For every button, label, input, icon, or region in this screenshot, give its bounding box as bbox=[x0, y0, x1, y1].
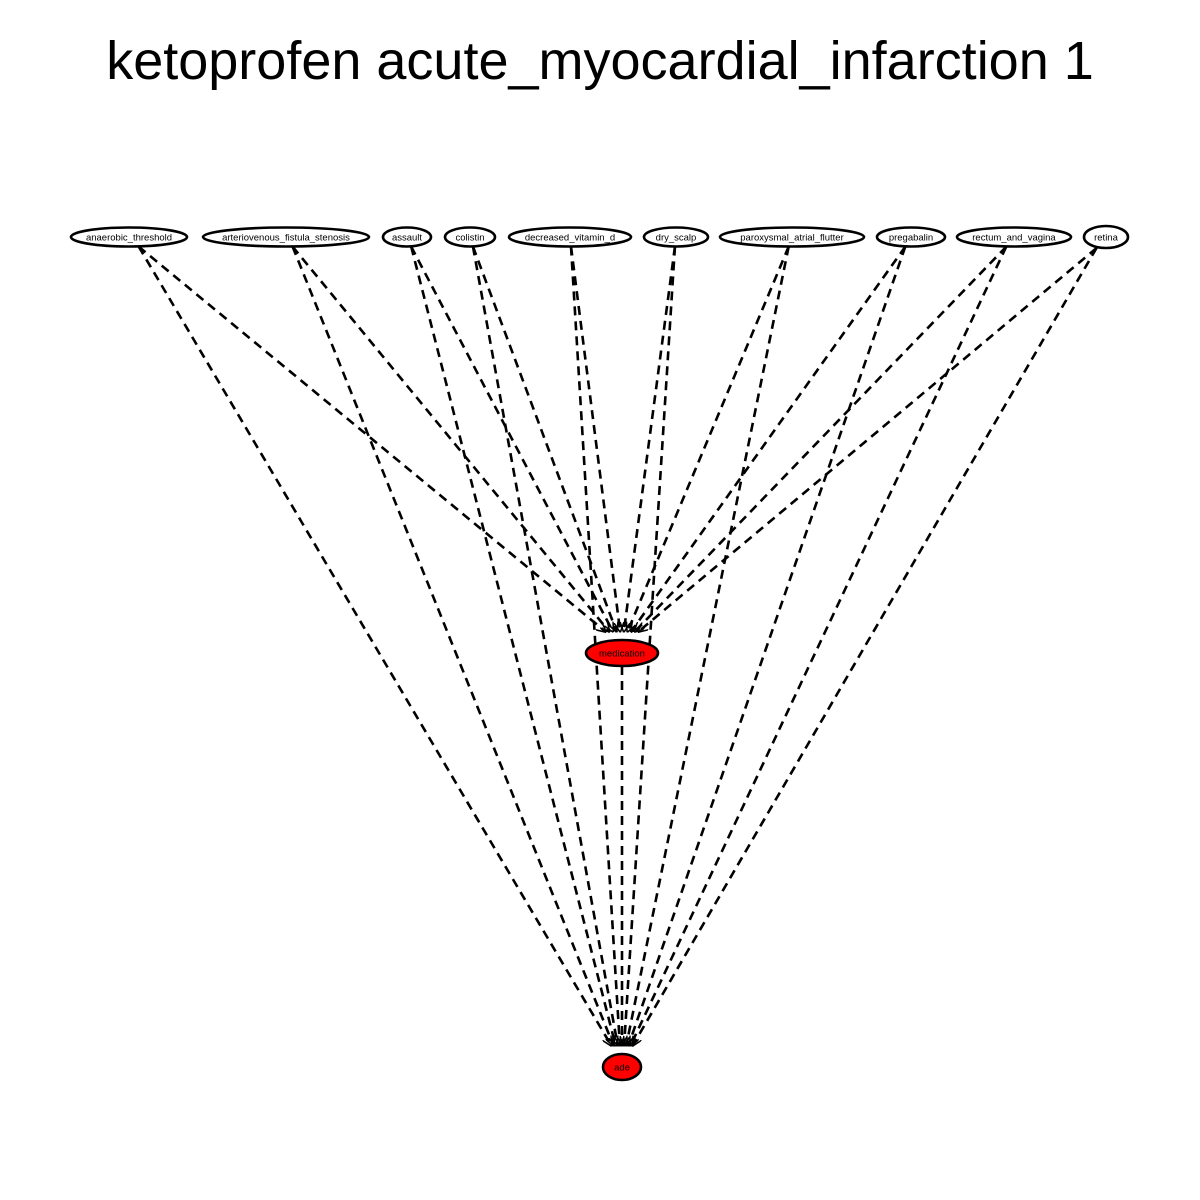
node-ellipse-anaerobic_threshold bbox=[69, 226, 189, 248]
edge-anaerobic_threshold-to-medication bbox=[137, 245, 606, 633]
edge-rectum_and_vagina-to-ade bbox=[630, 245, 1008, 1047]
node-assault: assault bbox=[381, 226, 433, 248]
edge-rectum_and_vagina-to-medication bbox=[634, 245, 1008, 633]
node-rectum_and_vagina: rectum_and_vagina bbox=[955, 226, 1073, 248]
node-ellipse-paroxysmal_atrial_flutter bbox=[718, 226, 866, 248]
node-ellipse-colistin bbox=[443, 226, 497, 248]
edge-arteriovenous_fistula_stenosis-to-ade bbox=[291, 246, 614, 1047]
node-label-assault: assault bbox=[392, 233, 422, 244]
edge-dry_scalp-to-medication bbox=[624, 246, 677, 633]
node-ellipse-rectum_and_vagina bbox=[955, 226, 1073, 248]
edge-arteriovenous_fistula_stenosis-to-medication bbox=[291, 245, 609, 633]
node-paroxysmal_atrial_flutter: paroxysmal_atrial_flutter bbox=[718, 226, 866, 248]
edge-decreased_vitamin_d-to-ade bbox=[569, 246, 620, 1047]
node-label-medication: medication bbox=[599, 649, 645, 660]
node-ellipse-arteriovenous_fistula_stenosis bbox=[201, 226, 371, 248]
edge-assault-to-ade bbox=[409, 246, 616, 1047]
edge-retina-to-ade bbox=[632, 247, 1098, 1046]
node-decreased_vitamin_d: decreased_vitamin_d bbox=[507, 226, 633, 248]
edge-pregabalin-to-ade bbox=[628, 246, 907, 1047]
node-ellipse-assault bbox=[381, 226, 433, 248]
nodes-layer: anaerobic_threshold arteriovenous_fistula… bbox=[69, 224, 1130, 1082]
edge-paroxysmal_atrial_flutter-to-medication bbox=[627, 245, 790, 633]
node-label-arteriovenous_fistula_stenosis: arteriovenous_fistula_stenosis bbox=[222, 233, 350, 244]
edge-assault-to-medication bbox=[409, 245, 615, 633]
node-label-colistin: colistin bbox=[455, 233, 484, 244]
edge-colistin-to-ade bbox=[471, 246, 618, 1047]
node-colistin: colistin bbox=[443, 226, 497, 248]
node-label-anaerobic_threshold: anaerobic_threshold bbox=[86, 233, 172, 244]
edge-paroxysmal_atrial_flutter-to-ade bbox=[626, 246, 790, 1047]
node-retina: retina bbox=[1082, 224, 1130, 250]
node-pregabalin: pregabalin bbox=[875, 226, 947, 248]
edge-colistin-to-medication bbox=[471, 246, 617, 633]
node-medication: medication bbox=[584, 638, 660, 668]
node-label-paroxysmal_atrial_flutter: paroxysmal_atrial_flutter bbox=[740, 233, 844, 244]
node-label-decreased_vitamin_d: decreased_vitamin_d bbox=[525, 233, 615, 244]
node-ellipse-medication bbox=[584, 638, 660, 668]
node-label-dry_scalp: dry_scalp bbox=[656, 233, 697, 244]
node-label-pregabalin: pregabalin bbox=[889, 233, 933, 244]
node-ellipse-retina bbox=[1082, 224, 1130, 250]
diagram-title: ketoprofen acute_myocardial_infarction 1 bbox=[106, 31, 1094, 91]
node-ade: ade bbox=[601, 1052, 643, 1082]
node-arteriovenous_fistula_stenosis: arteriovenous_fistula_stenosis bbox=[201, 226, 371, 248]
node-label-ade: ade bbox=[614, 1063, 630, 1074]
edges-layer bbox=[137, 245, 1098, 1047]
edge-decreased_vitamin_d-to-medication bbox=[569, 246, 620, 633]
node-dry_scalp: dry_scalp bbox=[642, 226, 710, 248]
node-anaerobic_threshold: anaerobic_threshold bbox=[69, 226, 189, 248]
edge-pregabalin-to-medication bbox=[631, 245, 907, 633]
node-label-rectum_and_vagina: rectum_and_vagina bbox=[972, 233, 1056, 244]
node-ellipse-decreased_vitamin_d bbox=[507, 226, 633, 248]
node-ellipse-dry_scalp bbox=[642, 226, 710, 248]
edge-retina-to-medication bbox=[638, 247, 1098, 632]
node-ellipse-ade bbox=[601, 1052, 643, 1082]
node-ellipse-pregabalin bbox=[875, 226, 947, 248]
edge-anaerobic_threshold-to-ade bbox=[137, 245, 612, 1047]
node-label-retina: retina bbox=[1094, 233, 1118, 244]
edge-dry_scalp-to-ade bbox=[624, 246, 677, 1047]
